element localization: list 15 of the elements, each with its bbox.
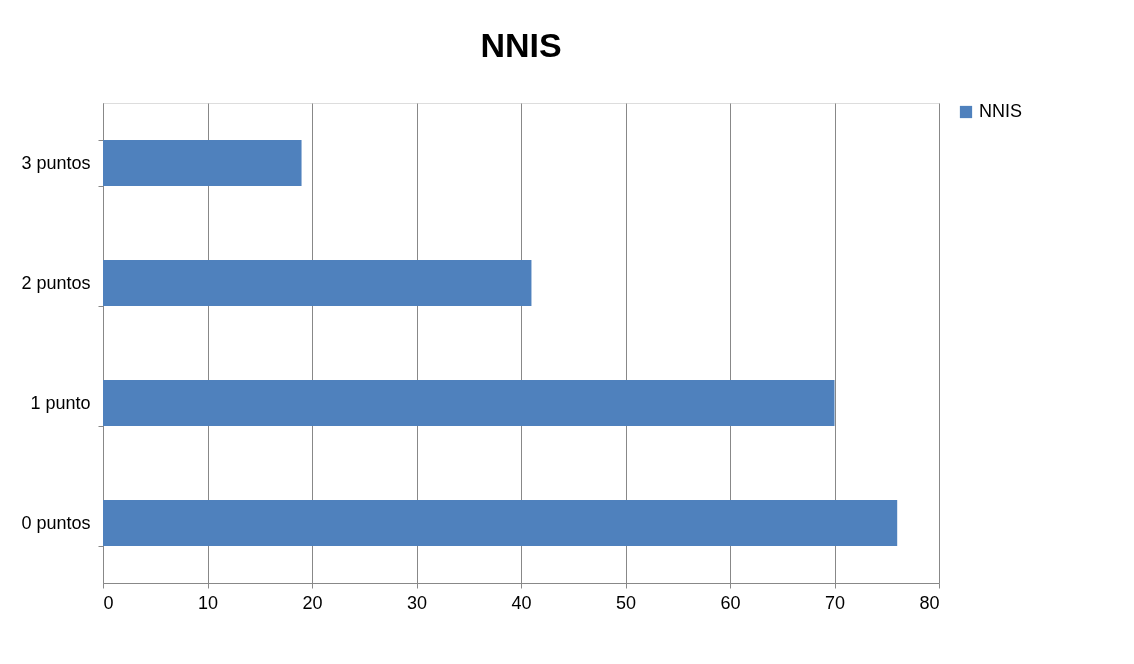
y-tick-label: 3 puntos bbox=[21, 152, 91, 173]
y-tick-label: 1 punto bbox=[30, 392, 91, 413]
x-tick-label: 80 bbox=[919, 592, 940, 613]
x-tick-label: 70 bbox=[824, 592, 846, 613]
y-tick-label: 0 puntos bbox=[21, 512, 91, 533]
x-tick-label: 60 bbox=[720, 592, 741, 613]
x-tick-label: 10 bbox=[197, 592, 219, 613]
x-tick-label: 40 bbox=[511, 592, 532, 613]
x-tick-label: 50 bbox=[615, 592, 637, 613]
x-tick-label: 30 bbox=[406, 592, 428, 613]
chart-title: NNIS bbox=[480, 26, 562, 64]
x-tick-label: 20 bbox=[302, 592, 323, 613]
x-tick-label: 0 bbox=[103, 592, 114, 613]
legend-label: NNIS bbox=[979, 101, 1023, 121]
y-tick-label: 2 puntos bbox=[21, 272, 91, 293]
